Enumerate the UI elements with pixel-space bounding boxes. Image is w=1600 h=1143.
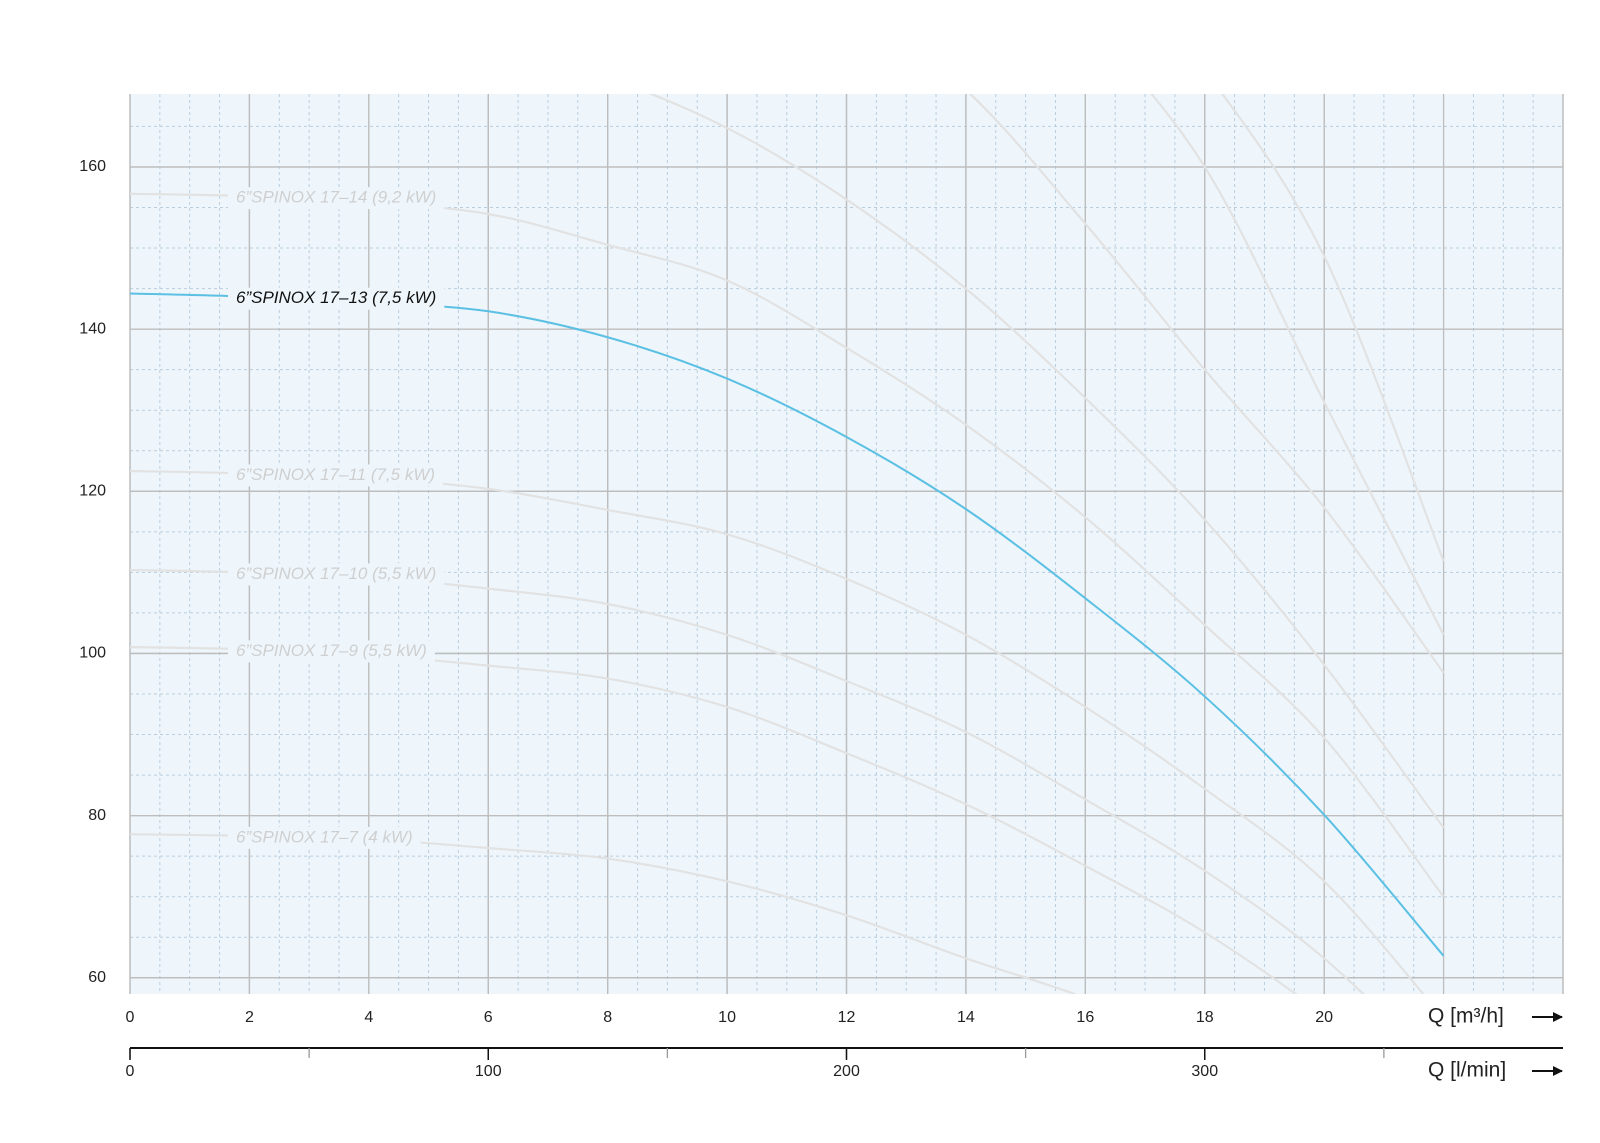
y-tick-label: 160: [79, 158, 106, 175]
curve-label: 6”SPINOX 17–13 (7,5 kW): [236, 288, 436, 307]
x2-tick-label: 100: [475, 1063, 502, 1080]
x-tick-label: 2: [245, 1009, 254, 1026]
pump-curve: [968, 94, 1445, 674]
x2-axis-title: Q [l/min]: [1428, 1059, 1506, 1082]
y-tick-label: 60: [88, 969, 106, 986]
x-tick-label: 10: [718, 1009, 736, 1026]
x-tick-label: 12: [838, 1009, 856, 1026]
curve-label-mask: [228, 464, 444, 487]
curve-label-mask: [228, 287, 445, 310]
curve-label-mask: [228, 826, 421, 849]
curve-label-mask: [228, 640, 435, 663]
pump-curve: [1221, 94, 1445, 562]
x-tick-label: 16: [1076, 1009, 1094, 1026]
x-tick-label: 8: [603, 1009, 612, 1026]
x-tick-label: 0: [126, 1009, 135, 1026]
curve-label: 6”SPINOX 17–14 (9,2 kW): [236, 188, 436, 207]
y-tick-label: 140: [79, 320, 106, 337]
y-tick-label: 80: [88, 807, 106, 824]
x2-tick-label: 200: [833, 1063, 860, 1080]
x-tick-label: 18: [1196, 1009, 1214, 1026]
curve-label: 6”SPINOX 17–10 (5,5 kW): [236, 564, 436, 583]
x-tick-label: 14: [957, 1009, 975, 1026]
curve-label: 6”SPINOX 17–9 (5,5 kW): [236, 641, 427, 660]
y-tick-label: 100: [79, 645, 106, 662]
x-tick-label: 20: [1315, 1009, 1333, 1026]
x-tick-label: 4: [364, 1009, 373, 1026]
curve-labels: 6”SPINOX 17–14 (9,2 kW) 6”SPINOX 17–11 (7…: [228, 187, 445, 849]
curve-label: 6”SPINOX 17–11 (7,5 kW): [236, 465, 435, 484]
y-tick-label: 120: [79, 483, 106, 500]
x2-tick-label: 300: [1191, 1063, 1218, 1080]
pump-curve: [648, 94, 1445, 829]
pump-curve: [1150, 94, 1445, 636]
x2-tick-label: 0: [126, 1063, 135, 1080]
grid: [129, 94, 1564, 994]
curve-label: 6”SPINOX 17–7 (4 kW): [236, 827, 413, 846]
curve-label-mask: [228, 187, 445, 210]
x-axis-title: Q [m³/h]: [1428, 1005, 1504, 1028]
x-tick-label: 6: [484, 1009, 493, 1026]
curve-label-mask: [228, 563, 445, 586]
